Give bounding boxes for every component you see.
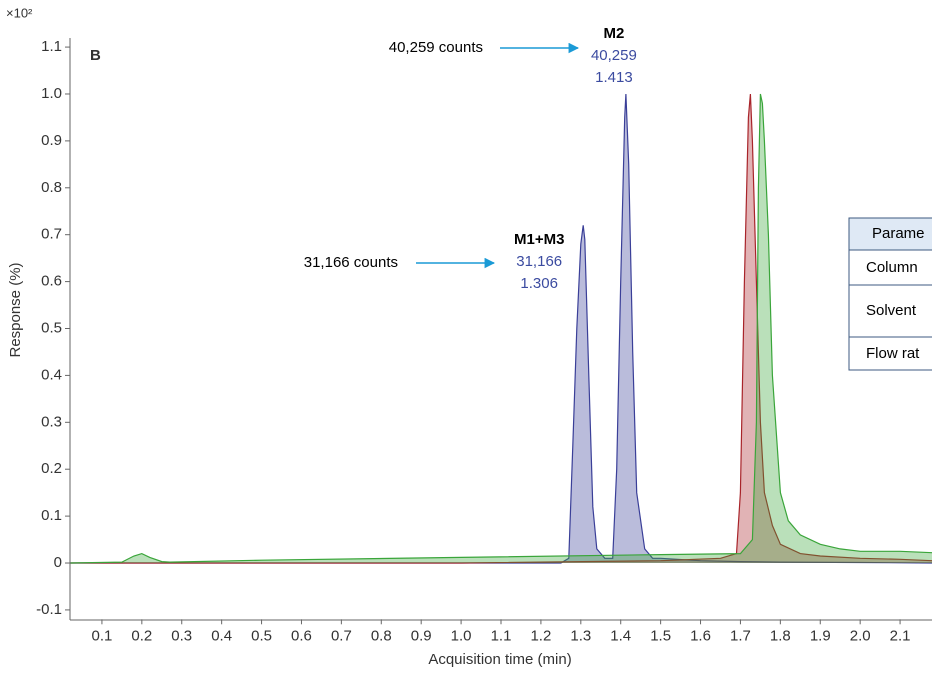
table-header: Parame	[872, 225, 925, 242]
x-tick-label: 1.5	[650, 627, 671, 644]
parameter-table: Parame Column Solvent Flow rat	[848, 217, 932, 371]
trace-line	[70, 93, 932, 564]
x-tick-label: 1.2	[530, 627, 551, 644]
table-cell	[848, 336, 932, 371]
panel-label: B	[90, 47, 101, 64]
x-tick-label: 0.5	[251, 627, 272, 644]
x-tick-label: 1.6	[690, 627, 711, 644]
x-axis-title: Acquisition time (min)	[428, 651, 571, 668]
table-row: Flow rat	[866, 345, 920, 362]
peak-counts: 31,166	[516, 253, 562, 270]
y-tick-label: 0.4	[41, 366, 62, 383]
x-tick-label: 0.7	[331, 627, 352, 644]
y-tick-label: 0.5	[41, 319, 62, 336]
area-fill	[70, 94, 932, 564]
peak-rt: 1.413	[595, 69, 633, 86]
peak-name: M2	[603, 25, 624, 42]
x-tick-label: 0.4	[211, 627, 232, 644]
peak-name: M1+M3	[514, 231, 564, 248]
y-tick-label: 0.8	[41, 179, 62, 196]
plot-area	[69, 93, 932, 564]
area-fill	[70, 94, 932, 564]
x-tick-label: 1.0	[451, 627, 472, 644]
trace-line	[69, 93, 932, 564]
table-header-cell	[848, 217, 932, 251]
y-tick-label: -0.1	[36, 601, 62, 618]
x-tick-label: 2.1	[890, 627, 911, 644]
y-multiplier: ×10²	[6, 5, 33, 20]
x-tick-label: 0.8	[371, 627, 392, 644]
y-tick-label: 0.7	[41, 226, 62, 243]
x-tick-label: 0.6	[291, 627, 312, 644]
x-tick-label: 1.3	[570, 627, 591, 644]
arrow-label: 31,166 counts	[304, 254, 398, 271]
area-fill	[70, 94, 932, 564]
x-tick-label: 1.8	[770, 627, 791, 644]
x-tick-label: 0.2	[131, 627, 152, 644]
y-tick-label: 0	[54, 554, 62, 571]
peak-rt: 1.306	[520, 275, 558, 292]
x-tick-label: 2.0	[850, 627, 871, 644]
peak-counts: 40,259	[591, 47, 637, 64]
trace-line	[70, 93, 932, 564]
y-tick-label: 0.3	[41, 413, 62, 430]
x-tick-label: 1.7	[730, 627, 751, 644]
y-tick-label: 0.9	[41, 132, 62, 149]
x-tick-label: 1.9	[810, 627, 831, 644]
x-tick-label: 1.4	[610, 627, 631, 644]
x-tick-label: 0.9	[411, 627, 432, 644]
y-axis-title: Response (%)	[7, 262, 24, 357]
x-tick-label: 0.3	[171, 627, 192, 644]
table-row: Solvent	[866, 302, 917, 319]
arrow-label: 40,259 counts	[389, 39, 483, 56]
y-tick-label: 0.1	[41, 507, 62, 524]
table-row: Column	[866, 259, 918, 276]
y-tick-label: 0.2	[41, 460, 62, 477]
y-tick-label: 1.1	[41, 38, 62, 55]
x-tick-label: 1.1	[491, 627, 512, 644]
x-tick-label: 0.1	[91, 627, 112, 644]
y-tick-label: 0.6	[41, 273, 62, 290]
y-tick-label: 1.0	[41, 85, 62, 102]
